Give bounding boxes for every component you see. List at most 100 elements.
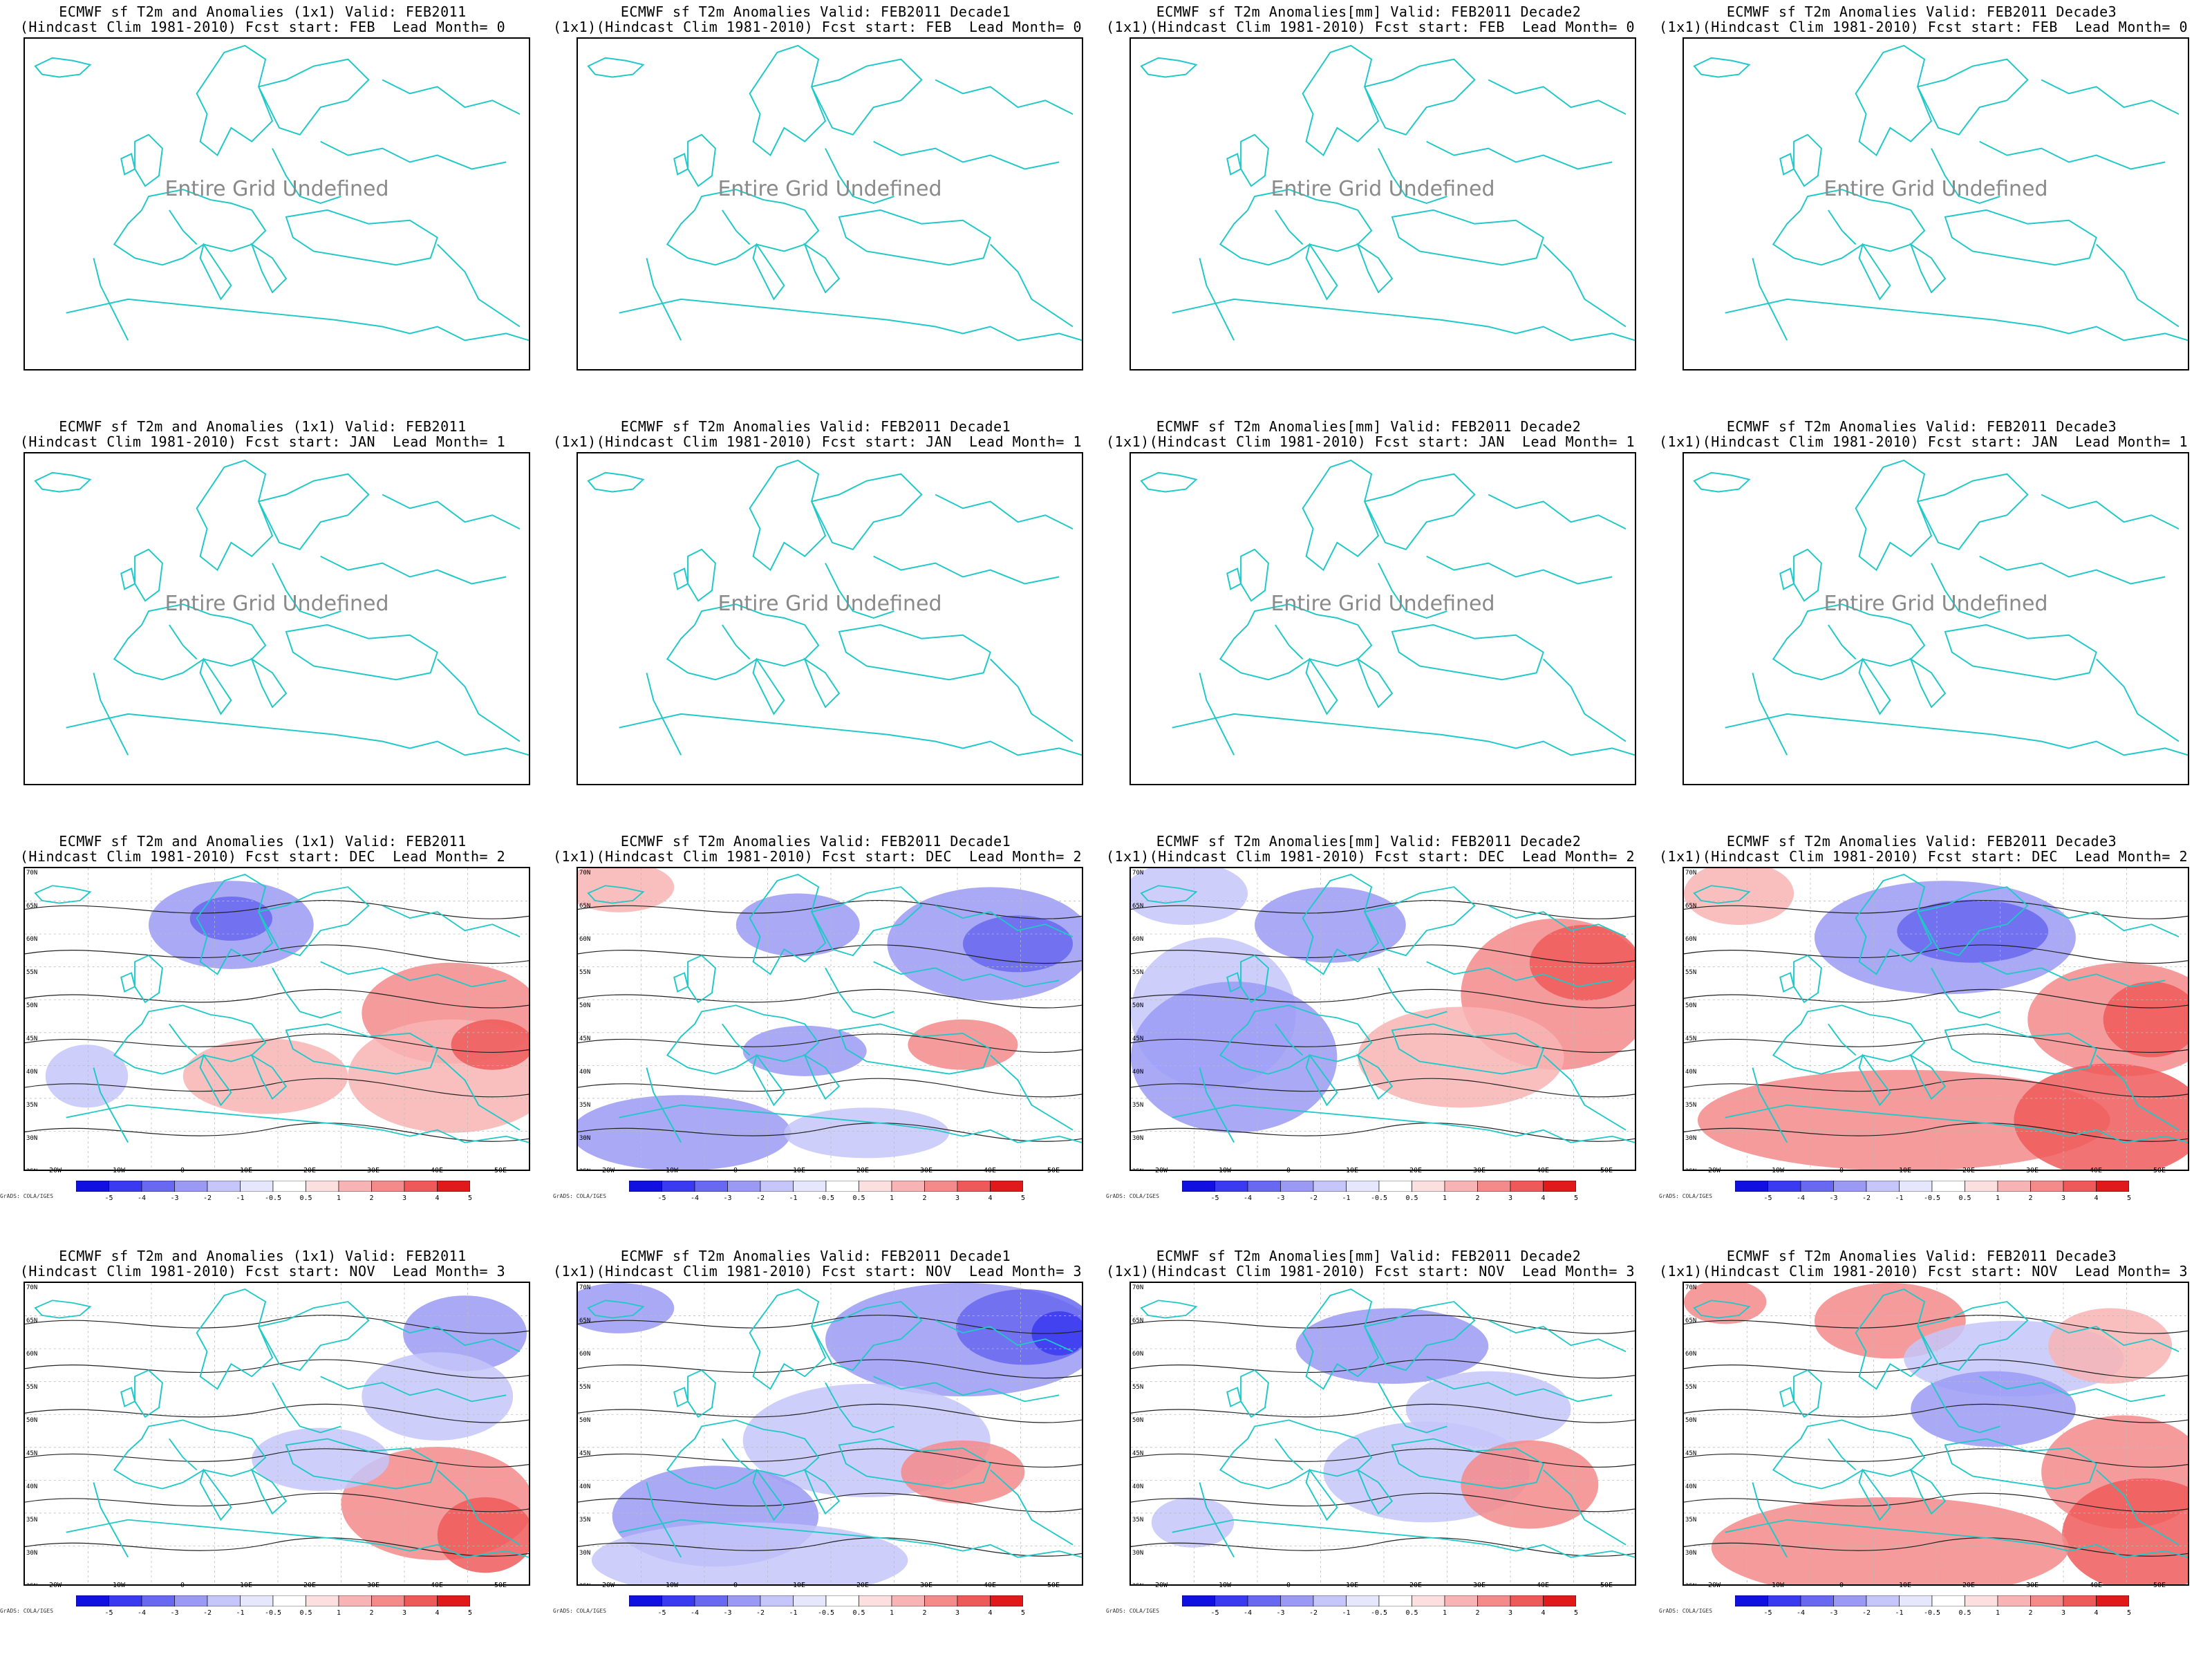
lon-tick-label: 30E xyxy=(919,1582,933,1589)
colorbar-label: 3 xyxy=(1508,1609,1513,1617)
lon-tick-label: 10E xyxy=(1345,1582,1359,1589)
colorbar-swatch xyxy=(174,1595,208,1607)
contour-line xyxy=(25,944,529,964)
colorbar-label: 1 xyxy=(1995,1194,2000,1202)
lat-tick-label: 25N xyxy=(26,1168,37,1170)
anomaly-shade xyxy=(1358,1006,1564,1108)
coastline xyxy=(1199,1067,1235,1143)
coastline xyxy=(666,1004,820,1075)
colorbar-label: 2 xyxy=(1475,1194,1480,1202)
contour-line xyxy=(1684,1078,2188,1098)
coastline xyxy=(1426,555,1613,585)
lon-tick-label: 40E xyxy=(2089,1582,2103,1589)
contour-line xyxy=(25,1492,529,1512)
coastline xyxy=(1772,1419,1926,1490)
colorbar-swatch xyxy=(793,1595,827,1607)
coastline xyxy=(1916,473,2029,551)
coastline xyxy=(825,1382,894,1434)
lon-tick-label: 10W xyxy=(112,1167,126,1174)
colorbar-swatch xyxy=(2096,1595,2130,1607)
colorbar-swatch xyxy=(1477,1180,1511,1192)
contour-line xyxy=(25,1314,529,1334)
colorbar-label: -2 xyxy=(203,1609,212,1617)
colorbar-label: 5 xyxy=(2126,1609,2132,1617)
contour-line xyxy=(25,1078,529,1098)
colorbar-swatch xyxy=(272,1595,306,1607)
coastline xyxy=(1931,148,2000,205)
coastline xyxy=(1199,258,1235,341)
panel-title: ECMWF sf T2m Anomalies[mm] Valid: FEB201… xyxy=(1106,1248,1635,1279)
coastline xyxy=(1931,967,2000,1019)
colorbar-label: -5 xyxy=(1763,1194,1772,1202)
map-graphic xyxy=(587,44,1082,341)
colorbar-swatch xyxy=(371,1595,405,1607)
colorbar-swatch xyxy=(1543,1180,1577,1192)
contour-line xyxy=(25,988,529,1009)
coastline xyxy=(1772,603,1926,681)
map-frame: Entire Grid Undefined xyxy=(1683,37,2189,371)
lat-tick-label: 40N xyxy=(579,1483,591,1490)
coastline xyxy=(66,1519,529,1558)
coastline xyxy=(1219,1004,1373,1075)
coastline xyxy=(873,1376,1060,1403)
contour-line xyxy=(1684,1314,2188,1334)
coastline xyxy=(1305,243,1338,301)
lon-tick-label: 20E xyxy=(303,1167,317,1174)
coastline xyxy=(587,885,645,904)
colorbar xyxy=(1734,1180,2130,1192)
colorbar-label: 1 xyxy=(889,1194,894,1202)
coastline xyxy=(320,140,507,170)
map-graphic xyxy=(1140,44,1635,341)
lon-tick-label: 40E xyxy=(2089,1167,2103,1174)
coastline xyxy=(1979,1376,2166,1403)
grads-credit: GrADS: COLA/IGES xyxy=(1659,1193,1713,1199)
lon-tick-label: 10E xyxy=(1898,1582,1912,1589)
lon-tick-label: 50E xyxy=(494,1582,507,1589)
lat-tick-label: 65N xyxy=(1132,1318,1144,1324)
colorbar-label: 4 xyxy=(2094,1609,2099,1617)
map-graphic xyxy=(578,868,1082,1170)
lon-tick-label: 20E xyxy=(856,1167,870,1174)
map-panel: ECMWF sf T2m Anomalies Valid: FEB2011 De… xyxy=(553,415,1083,788)
lon-tick-label: 0 xyxy=(1839,1582,1844,1589)
coastline xyxy=(285,1438,438,1490)
colorbar-swatch xyxy=(1833,1595,1867,1607)
panel-title-line1: ECMWF sf T2m Anomalies Valid: FEB2011 De… xyxy=(1726,3,2117,20)
coastline xyxy=(120,1387,136,1407)
colorbar-swatch xyxy=(859,1595,892,1607)
colorbar-swatch xyxy=(240,1595,274,1607)
lat-tick-label: 60N xyxy=(579,936,591,943)
coastline xyxy=(935,1320,1074,1352)
lon-tick-label: 0 xyxy=(1286,1167,1291,1174)
lat-tick-label: 45N xyxy=(26,1035,38,1042)
colorbar-swatch xyxy=(694,1595,728,1607)
coastline xyxy=(1944,624,2097,681)
coastline xyxy=(1944,209,2097,266)
coastline xyxy=(93,673,129,756)
coastline xyxy=(619,1519,1082,1558)
colorbar-swatch xyxy=(662,1595,695,1607)
lat-tick-label: 70N xyxy=(579,870,591,877)
map-frame: 70N 65N 60N 55N 50N 45N 40N 35N 30N 25N xyxy=(1130,867,1636,1171)
coastline xyxy=(382,1320,521,1352)
map-panel: ECMWF sf T2m Anomalies Valid: FEB2011 De… xyxy=(1659,1244,2189,1618)
map-panel: ECMWF sf T2m and Anomalies (1x1) Valid: … xyxy=(0,0,530,373)
lat-tick-label: 30N xyxy=(579,1550,591,1557)
panel-title-line2: (Hindcast Clim 1981-2010) Fcst start: NO… xyxy=(19,1263,506,1280)
lat-tick-label: 65N xyxy=(579,1318,591,1324)
panel-title: ECMWF sf T2m Anomalies Valid: FEB2011 De… xyxy=(1659,1248,2188,1279)
lon-tick-label: 30E xyxy=(2025,1167,2039,1174)
colorbar-label: -1 xyxy=(789,1609,798,1617)
lat-tick-label: 70N xyxy=(1685,870,1697,877)
colorbar-swatch xyxy=(1997,1180,2031,1192)
contour-line xyxy=(1684,1492,2188,1512)
panel-title-line2: (1x1)(Hindcast Clim 1981-2010) Fcst star… xyxy=(1106,19,1635,35)
colorbar-swatch xyxy=(1965,1595,1998,1607)
anomaly-shade xyxy=(1151,1497,1235,1548)
colorbar-swatch xyxy=(1477,1595,1511,1607)
colorbar-label: 4 xyxy=(435,1609,440,1617)
panel-title: ECMWF sf T2m Anomalies[mm] Valid: FEB201… xyxy=(1106,834,1635,864)
coastline xyxy=(1725,1104,2188,1143)
map-graphic xyxy=(587,459,1082,756)
contour-line xyxy=(1131,1448,1635,1468)
